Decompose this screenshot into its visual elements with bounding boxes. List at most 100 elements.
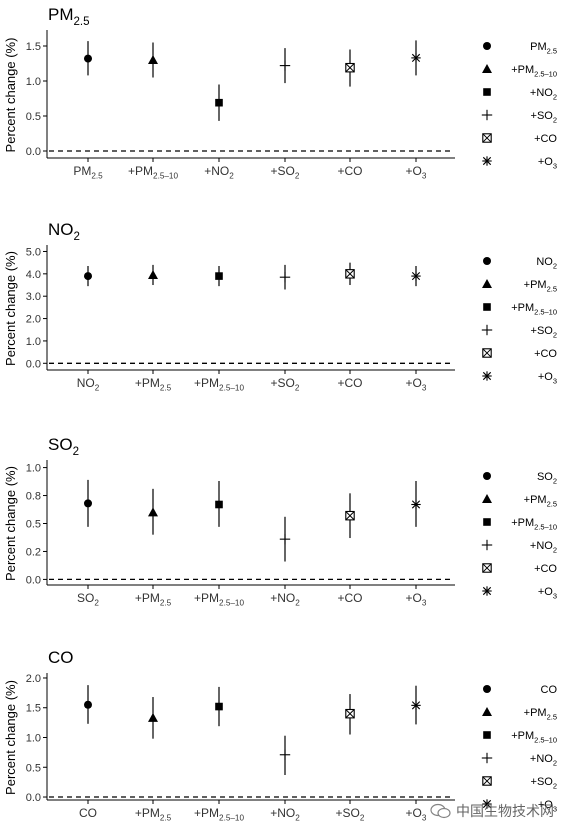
legend-marker <box>481 109 493 121</box>
chart-title: NO2 <box>48 220 80 243</box>
chart-title-base: SO <box>48 435 73 454</box>
x-tick-label: +PM2.5–10 <box>194 591 244 608</box>
x-tick-label-base: +CO <box>337 164 362 178</box>
legend-label-sub: 3 <box>553 376 557 385</box>
data-point <box>345 708 355 719</box>
legend-label-sub: 2.5–10 <box>534 735 557 744</box>
legend-label-base: +CO <box>534 348 557 360</box>
legend-marker-d2 <box>482 348 492 358</box>
legend-label: +NO2 <box>530 540 557 554</box>
legend-label-base: +CO <box>534 563 557 575</box>
y-tick-label: 0.0 <box>26 146 41 158</box>
x-tick-label-sub: 2.5–10 <box>219 384 244 393</box>
data-point <box>84 272 92 281</box>
legend-marker <box>483 685 491 693</box>
legend-label-base: +PM <box>511 517 534 529</box>
chart-title: PM2.5 <box>48 5 90 28</box>
y-axis-label: Percent change (%) <box>3 680 18 795</box>
data-point <box>84 499 92 508</box>
y-tick-label: 0.8 <box>26 491 41 503</box>
x-tick-label-sub: 2 <box>295 599 300 608</box>
legend-label-base: +SO <box>531 776 554 788</box>
x-tick-label: +PM2.5 <box>135 806 172 823</box>
data-point <box>411 499 421 510</box>
legend-marker <box>483 731 491 739</box>
legend-label: +CO <box>534 133 557 145</box>
x-tick-label: +O3 <box>406 376 427 393</box>
legend-label: PM2.5 <box>530 41 557 55</box>
data-point <box>84 700 92 709</box>
data-point-circle <box>84 499 92 508</box>
legend-label-sub: 2 <box>553 476 557 485</box>
data-point-square <box>215 272 223 280</box>
legend-marker <box>482 776 492 786</box>
legend-marker <box>482 156 492 166</box>
x-tick-label-sub: 2.5 <box>160 814 172 823</box>
x-tick-label-base: +NO <box>270 591 295 605</box>
data-point-d2 <box>345 63 355 73</box>
data-point <box>279 749 291 760</box>
x-tick-label: CO <box>79 806 97 820</box>
x-tick-label-sub: 3 <box>422 172 427 181</box>
legend-marker-square <box>483 518 491 526</box>
x-tick-label-base: +PM <box>128 164 153 178</box>
data-point-d2 <box>345 709 355 719</box>
legend-label: +NO2 <box>530 87 557 101</box>
legend-label: +O3 <box>538 799 557 813</box>
data-point <box>345 269 355 279</box>
legend-label-base: +PM <box>524 279 547 291</box>
legend-label: +PM2.5–10 <box>511 517 557 531</box>
legend-marker-square <box>483 88 491 96</box>
data-point <box>345 62 355 73</box>
legend-marker <box>481 539 493 551</box>
legend-marker <box>482 799 492 809</box>
x-tick-label-sub: 2 <box>295 172 300 181</box>
legend-marker-circle <box>483 42 491 50</box>
y-tick-label: 1.5 <box>26 703 41 715</box>
data-point <box>215 98 223 107</box>
y-tick-label: 0.2 <box>26 546 41 558</box>
legend-label-base: +O <box>538 156 553 168</box>
legend-label-sub: 3 <box>553 591 557 600</box>
legend-marker-square <box>483 303 491 311</box>
x-tick-label: +PM2.5–10 <box>194 376 244 393</box>
legend-marker-circle <box>483 257 491 265</box>
legend-label-sub: 2 <box>553 92 557 101</box>
x-tick-label: +O3 <box>406 164 427 181</box>
data-point-circle <box>84 700 92 709</box>
legend-label-base: +NO <box>530 753 553 765</box>
y-tick-label: 1.5 <box>26 41 41 53</box>
chart-title-sub: 2 <box>73 446 79 458</box>
legend-marker-d2 <box>482 133 492 143</box>
legend-label-base: +PM <box>511 302 534 314</box>
x-tick-label-sub: 2.5 <box>160 384 172 393</box>
data-point <box>345 510 355 521</box>
x-tick-label-base: PM <box>73 164 91 178</box>
x-tick-label: +NO2 <box>204 164 234 181</box>
data-point-square <box>215 98 223 107</box>
legend-label: +PM2.5 <box>524 707 557 721</box>
data-point-d2 <box>345 511 355 521</box>
data-point <box>279 533 291 545</box>
legend-marker <box>481 324 493 336</box>
y-axis-label: Percent change (%) <box>3 466 18 581</box>
legend-label-base: +PM <box>524 494 547 506</box>
x-tick-label: +PM2.5 <box>135 591 172 608</box>
legend-marker <box>483 472 491 480</box>
y-tick-label: 5.0 <box>26 246 41 258</box>
legend-label-base: PM <box>530 41 547 53</box>
x-tick-label-sub: 2 <box>95 384 100 393</box>
data-point <box>279 60 291 71</box>
x-tick-label-base: NO <box>77 376 95 390</box>
x-tick-label-base: SO <box>77 591 94 605</box>
legend-marker-circle <box>483 472 491 480</box>
x-tick-label: PM2.5 <box>73 164 103 181</box>
legend-marker <box>482 348 492 358</box>
data-point <box>215 500 223 509</box>
x-tick-label-sub: 2.5–10 <box>219 814 244 823</box>
legend-marker <box>482 563 492 573</box>
x-tick-label-sub: 2.5 <box>160 599 172 608</box>
legend-label: CO <box>541 684 558 696</box>
y-tick-label: 0.0 <box>26 574 41 586</box>
